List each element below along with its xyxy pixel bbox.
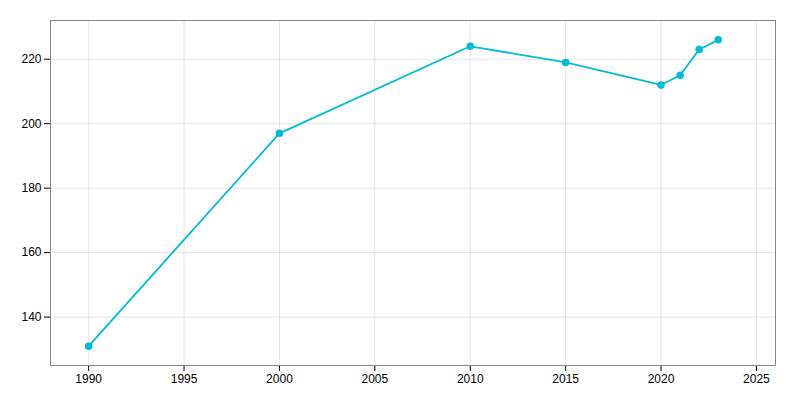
svg-text:1990: 1990 <box>75 372 102 386</box>
svg-text:220: 220 <box>21 52 41 66</box>
svg-text:2025: 2025 <box>743 372 770 386</box>
svg-text:160: 160 <box>21 245 41 259</box>
svg-text:2000: 2000 <box>266 372 293 386</box>
svg-text:2015: 2015 <box>552 372 579 386</box>
svg-text:2010: 2010 <box>457 372 484 386</box>
svg-text:1995: 1995 <box>171 372 198 386</box>
svg-text:2020: 2020 <box>648 372 675 386</box>
svg-text:2005: 2005 <box>361 372 388 386</box>
svg-text:200: 200 <box>21 117 41 131</box>
svg-text:180: 180 <box>21 181 41 195</box>
svg-text:140: 140 <box>21 310 41 324</box>
